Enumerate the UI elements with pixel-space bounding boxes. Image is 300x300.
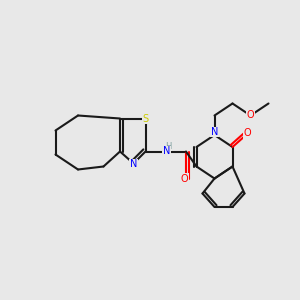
Text: N: N bbox=[211, 127, 218, 137]
Text: N: N bbox=[130, 159, 137, 169]
Text: O: O bbox=[244, 128, 251, 139]
Text: O: O bbox=[181, 173, 188, 184]
Text: O: O bbox=[247, 110, 254, 121]
Text: N: N bbox=[163, 146, 170, 157]
Text: H: H bbox=[165, 142, 171, 151]
Text: S: S bbox=[142, 113, 148, 124]
